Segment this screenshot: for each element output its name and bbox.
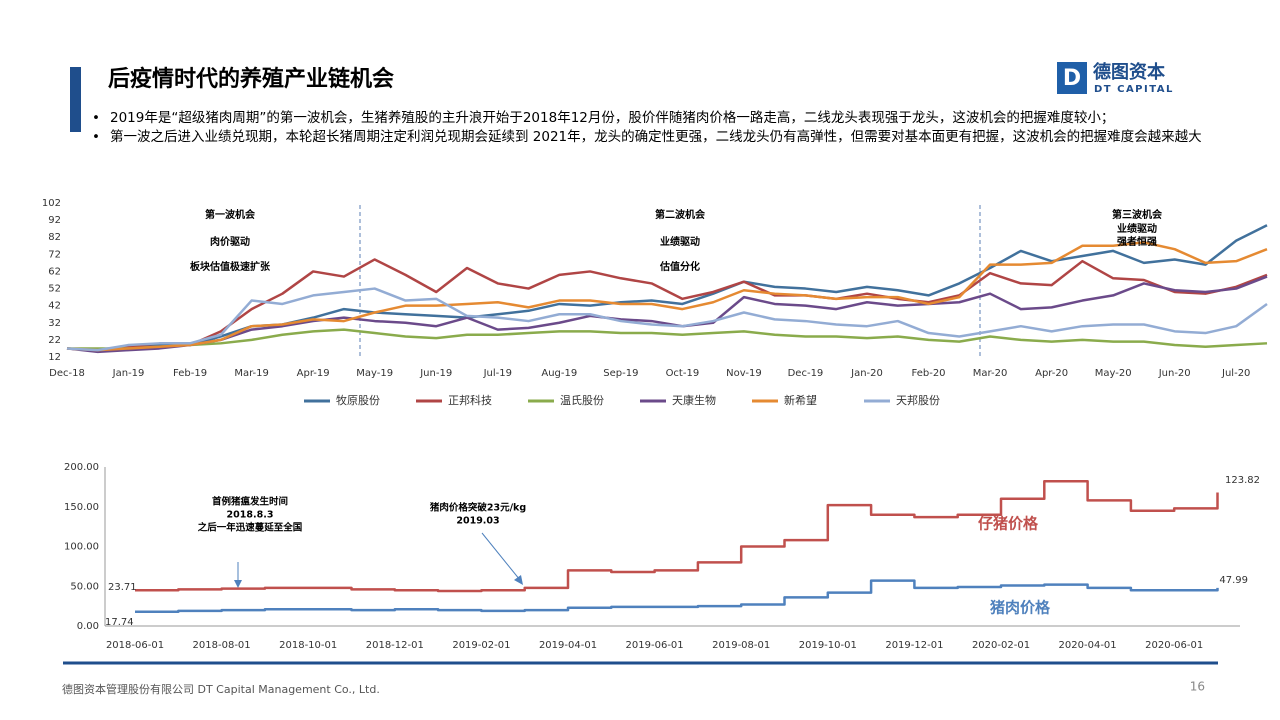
annotation: 估值分化 [659, 260, 700, 273]
x-tick-label: Jun-20 [1158, 368, 1191, 379]
x-tick-label: 2018-12-01 [366, 640, 424, 651]
annotation: 2018.8.3 [227, 510, 274, 521]
point-label: 47.99 [1219, 575, 1248, 586]
x-tick-label: Jul-20 [1221, 368, 1250, 379]
annotation: 第一波机会 [205, 208, 255, 221]
slide-title: 后疫情时代的养殖产业链机会 [108, 66, 394, 92]
series-label: 仔猪价格 [978, 515, 1039, 533]
point-label: 123.82 [1225, 475, 1260, 486]
x-tick-label: Jun-19 [419, 368, 452, 379]
logo-icon [1057, 62, 1087, 94]
x-tick-label: 2018-10-01 [279, 640, 337, 651]
series-line [66, 241, 1268, 352]
x-tick-label: Sep-19 [603, 368, 638, 379]
legend-label: 天康生物 [672, 393, 716, 407]
series-line [135, 579, 1219, 613]
x-tick-label: Nov-19 [726, 368, 762, 379]
annotation: 业绩驱动 [1117, 222, 1157, 235]
y-tick-label: 0.00 [77, 621, 99, 632]
point-label: 17.74 [105, 617, 134, 628]
y-tick-label: 52 [48, 284, 61, 295]
x-tick-label: Jan-20 [850, 368, 883, 379]
x-tick-label: Dec-18 [49, 368, 85, 379]
legend-label: 牧原股份 [336, 393, 380, 407]
logo-en: DT CAPITAL [1094, 84, 1174, 95]
series-label: 猪肉价格 [989, 599, 1051, 617]
bullets: • 2019年是“超级猪肉周期”的第一波机会，生猪养殖股的主升浪开始于2018年1… [92, 110, 1232, 147]
series-line [66, 287, 1268, 352]
y-tick-label: 200.00 [64, 462, 99, 473]
x-tick-label: Feb-19 [173, 368, 207, 379]
footer-company: 德图资本管理股份有限公司 DT Capital Management Co., … [62, 682, 380, 696]
point-label: 23.71 [108, 582, 137, 593]
annotation: 之后一年迅速蔓延至全国 [198, 522, 303, 534]
y-tick-label: 12 [48, 352, 61, 363]
arrow-head [514, 575, 523, 585]
logo-cn: 德图资本 [1093, 61, 1165, 83]
y-tick-label: 32 [48, 318, 61, 329]
x-tick-label: Mar-19 [234, 368, 269, 379]
x-tick-label: 2019-06-01 [626, 640, 684, 651]
y-tick-label: 150.00 [64, 502, 99, 513]
x-tick-label: Jan-19 [112, 368, 145, 379]
page-number: 16 [1190, 680, 1205, 694]
x-tick-label: 2018-06-01 [106, 640, 164, 651]
legend-label: 正邦科技 [448, 393, 492, 407]
bullet-dot: • [92, 110, 100, 126]
x-tick-label: Apr-19 [297, 368, 330, 379]
x-tick-label: Aug-19 [541, 368, 577, 379]
x-tick-label: 2019-02-01 [452, 640, 510, 651]
x-tick-label: 2020-06-01 [1145, 640, 1203, 651]
x-tick-label: 2019-08-01 [712, 640, 770, 651]
y-tick-label: 92 [48, 215, 61, 226]
x-tick-label: 2019-04-01 [539, 640, 597, 651]
annotation: 猪肉价格突破23元/kg [429, 502, 526, 514]
y-tick-label: 82 [48, 232, 61, 243]
legend-label: 新希望 [784, 393, 817, 407]
series-line [135, 480, 1219, 593]
x-tick-label: 2018-08-01 [193, 640, 251, 651]
x-tick-label: Feb-20 [912, 368, 946, 379]
x-tick-label: May-20 [1095, 368, 1132, 379]
series-line [66, 275, 1268, 354]
annotation: 2019.03 [456, 516, 499, 527]
x-tick-label: Apr-20 [1035, 368, 1068, 379]
annotation: 第三波机会 [1112, 208, 1162, 221]
legend-label: 天邦股份 [896, 394, 940, 407]
bullet-dot: • [92, 128, 100, 145]
x-tick-label: 2019-10-01 [799, 640, 857, 651]
x-tick-label: 2020-04-01 [1059, 640, 1117, 651]
arrow [481, 532, 521, 581]
y-tick-label: 72 [48, 249, 61, 260]
bullet: • 第一波之后进入业绩兑现期，本轮超长猪周期注定利润兑现期会延续到 2021年，龙… [92, 128, 1202, 145]
title-bar [70, 67, 81, 132]
arrow-head [234, 580, 242, 588]
x-tick-label: Mar-20 [973, 368, 1008, 379]
y-tick-label: 100.00 [64, 542, 99, 553]
x-tick-label: Jul-19 [483, 368, 512, 379]
annotation: 业绩驱动 [660, 235, 700, 248]
x-tick-label: 2020-02-01 [972, 640, 1030, 651]
legend-label: 温氏股份 [560, 394, 604, 407]
annotation: 肉价驱动 [210, 235, 250, 248]
x-tick-label: Oct-19 [666, 368, 700, 379]
y-tick-label: 22 [48, 335, 61, 346]
y-tick-label: 62 [48, 266, 61, 277]
bullet: • 2019年是“超级猪肉周期”的第一波机会，生猪养殖股的主升浪开始于2018年1… [92, 110, 1115, 126]
y-tick-label: 42 [48, 301, 61, 312]
y-tick-label: 50.00 [70, 581, 99, 592]
x-tick-label: 2019-12-01 [885, 640, 943, 651]
y-tick-label: 102 [42, 198, 61, 209]
x-tick-label: Dec-19 [788, 368, 824, 379]
logo-letter: D [1063, 66, 1081, 91]
annotation: 首例猪瘟发生时间 [212, 496, 288, 508]
x-tick-label: May-19 [356, 368, 393, 379]
series-line [67, 328, 1268, 350]
annotation: 强者恒强 [1117, 235, 1157, 248]
annotation: 第二波机会 [655, 208, 705, 221]
annotation: 板块估值极速扩张 [190, 260, 271, 273]
